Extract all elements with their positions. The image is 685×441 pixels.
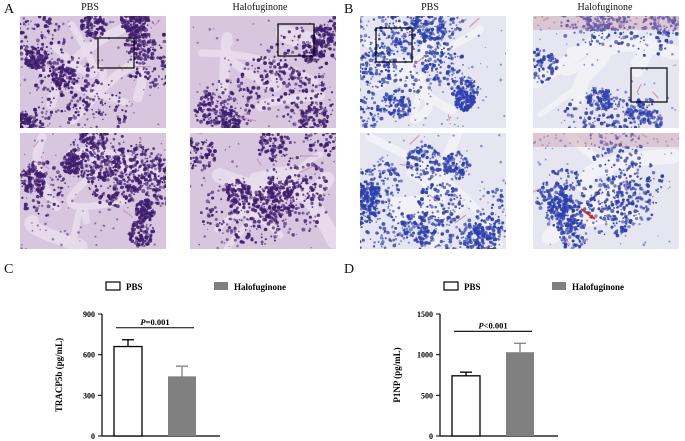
y-axis-label: P1NP (pg/mL) (392, 347, 402, 402)
panel-a-col-pbs-title: PBS (81, 2, 99, 13)
legend-label-halofuginone: Halofuginone (572, 282, 624, 292)
he-pbs-low-magnification-image (20, 16, 166, 128)
bar-pbs (451, 375, 481, 437)
significance-annotation: P<0.001 (454, 320, 532, 332)
legend-swatch-halofuginone (552, 282, 566, 290)
he-pbs-high-magnification-image (20, 133, 166, 249)
legend-label-pbs: PBS (126, 282, 143, 292)
p-symbol: P (140, 317, 146, 327)
y-tick-label: 0 (91, 432, 95, 441)
panel-b-col-halofuginone-title: Halofuginone (577, 2, 633, 13)
p-value: =0.001 (146, 317, 170, 327)
legend: PBS Halofuginone (443, 281, 624, 292)
error-bar-halofuginone (514, 342, 526, 353)
trap-pbs-low-magnification-image (360, 16, 506, 128)
p-symbol: P (478, 320, 484, 330)
p1np-bar-chart: PBS Halofuginone P1NP (pg/mL) P<0.001 0 5… (392, 281, 624, 441)
legend-label-halofuginone: Halofuginone (234, 282, 286, 292)
error-bar-halofuginone (176, 365, 188, 377)
y-tick-label: 1500 (417, 310, 433, 319)
error-bar-pbs (460, 371, 472, 376)
legend-swatch-halofuginone (214, 282, 228, 290)
he-halofuginone-low-magnification-image (190, 16, 336, 128)
tracp5b-bar-chart: PBS Halofuginone TRACP5b (pg/mL) P=0.001… (54, 281, 286, 441)
legend-label-pbs: PBS (464, 282, 481, 292)
y-tick-label: 600 (83, 351, 95, 360)
significance-annotation: P=0.001 (116, 317, 194, 329)
panel-letter-c: C (4, 262, 14, 277)
y-tick-label: 900 (83, 310, 95, 319)
legend: PBS Halofuginone (105, 281, 286, 292)
panel-letter-d: D (344, 262, 355, 277)
he-halofuginone-high-magnification-image (190, 133, 336, 249)
trap-halofuginone-high-magnification-image (533, 133, 679, 249)
panel-b-col-pbs-title: PBS (421, 2, 439, 13)
bar-halofuginone (506, 352, 534, 436)
error-bar-pbs (122, 339, 134, 347)
y-tick-label: 300 (83, 391, 95, 400)
p-value: <0.001 (484, 320, 508, 330)
trap-pbs-high-magnification-image (360, 133, 506, 249)
trap-halofuginone-low-magnification-image (533, 16, 679, 128)
legend-swatch-pbs (105, 281, 121, 291)
y-tick-label: 1000 (417, 351, 433, 360)
legend-swatch-pbs (443, 281, 459, 291)
y-axis-label: TRACP5b (pg/mL) (54, 338, 64, 412)
panel-letter-b: B (344, 2, 354, 17)
panel-letter-a: A (4, 2, 15, 17)
panel-a-col-halofuginone-title: Halofuginone (232, 2, 288, 13)
bar-pbs (113, 345, 143, 437)
y-tick-label: 0 (429, 432, 433, 441)
bar-halofuginone (168, 376, 196, 436)
y-tick-label: 500 (421, 391, 433, 400)
